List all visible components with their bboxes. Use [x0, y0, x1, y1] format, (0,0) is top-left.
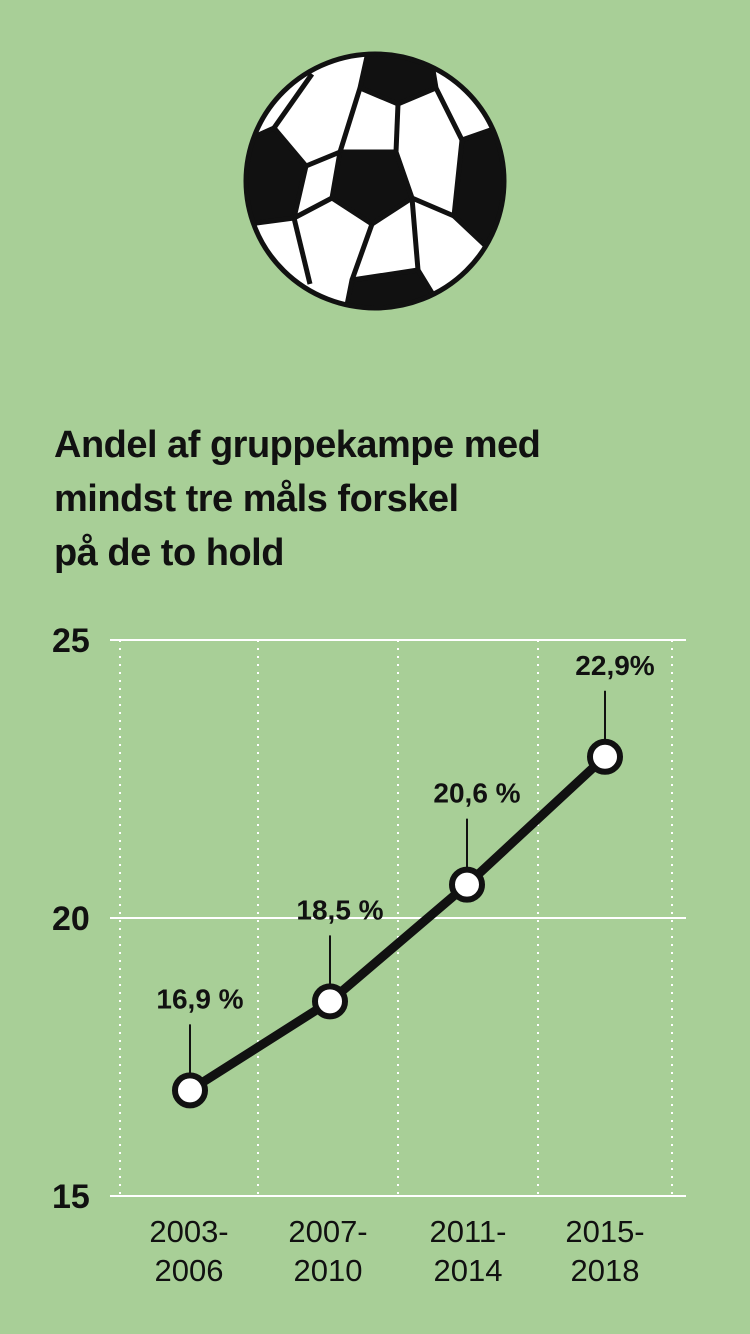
data-point [587, 738, 623, 775]
chart-title-line-3: på de to hold [54, 532, 284, 574]
data-label: 22,9% [575, 650, 654, 681]
x-tick-label: 2011- [430, 1214, 507, 1249]
data-label: 16,9 % [156, 983, 243, 1014]
x-tick-label: 2014 [434, 1253, 503, 1288]
chart-title-line-1: Andel af gruppekampe med [54, 424, 541, 466]
x-tick-label: 2018 [571, 1253, 640, 1288]
data-point [312, 983, 348, 1020]
y-tick-label: 15 [52, 1178, 90, 1216]
x-tick-label: 2010 [294, 1253, 363, 1288]
data-label: 20,6 % [433, 778, 520, 809]
x-tick-label: 2003- [149, 1214, 228, 1249]
chart-title: Andel af gruppekampe med mindst tre måls… [54, 418, 694, 580]
data-label: 18,5 % [296, 894, 383, 925]
x-tick-label: 2006 [155, 1253, 224, 1288]
data-point [172, 1072, 208, 1109]
x-tick-label: 2007- [288, 1214, 367, 1249]
soccer-ball-icon [243, 51, 507, 311]
data-point [449, 866, 485, 903]
y-tick-label: 20 [52, 900, 90, 938]
chart-title-line-2: mindst tre måls forskel [54, 478, 459, 520]
y-tick-label: 25 [52, 622, 90, 660]
series-line [185, 752, 610, 1095]
x-tick-label: 2015- [565, 1214, 644, 1249]
